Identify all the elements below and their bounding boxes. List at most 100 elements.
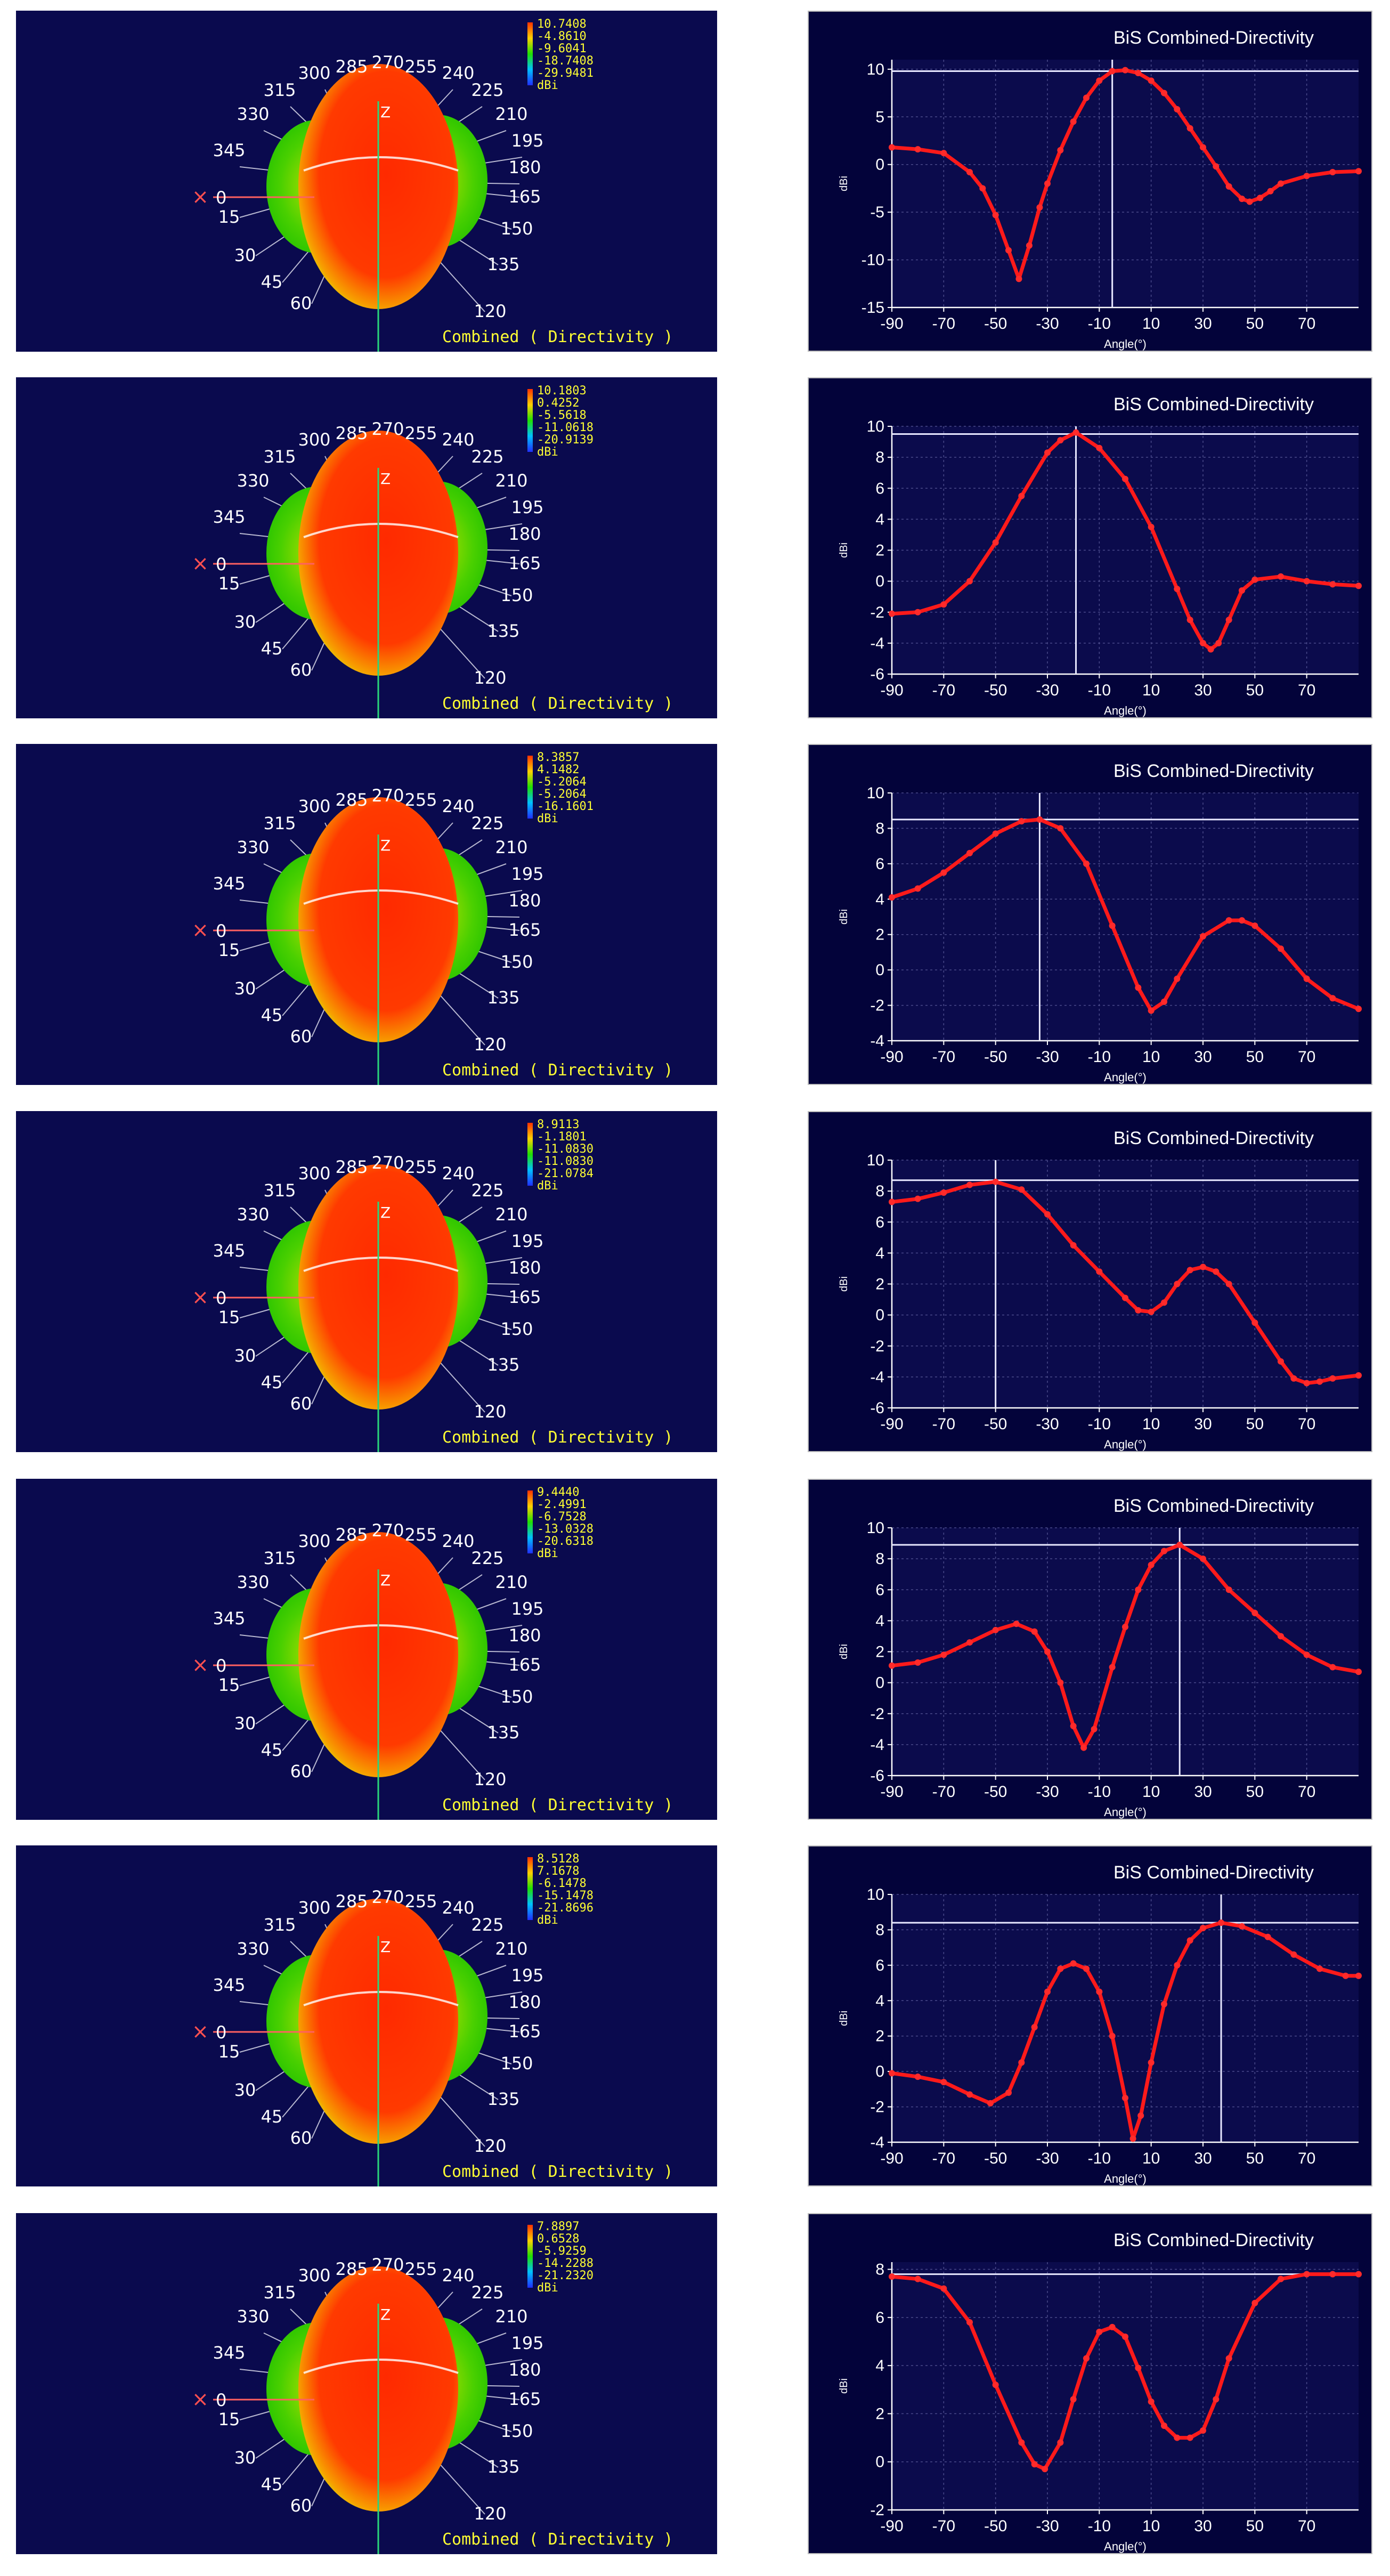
scale-value: -20.9139 xyxy=(537,433,594,447)
data-point xyxy=(1161,998,1167,1005)
y-tick-label: -5 xyxy=(870,204,884,221)
azimuth-label: 180 xyxy=(508,1992,541,2012)
y-axis-label: dBi xyxy=(838,1276,850,1292)
data-point xyxy=(889,1198,895,1205)
y-axis-label: dBi xyxy=(838,909,850,925)
azimuth-label: 330 xyxy=(237,2306,269,2327)
data-point xyxy=(1355,582,1362,589)
x-tick-label: -90 xyxy=(880,682,903,699)
azimuth-label: 30 xyxy=(234,245,256,265)
data-point xyxy=(1161,1548,1167,1554)
y-tick-label: -2 xyxy=(870,2501,884,2519)
azimuth-label: 210 xyxy=(495,471,527,491)
x-tick-label: -90 xyxy=(880,315,903,333)
azimuth-label: 45 xyxy=(261,1005,283,1025)
data-point xyxy=(1129,2135,1136,2142)
data-point xyxy=(992,1178,999,1185)
x-tick-label: -10 xyxy=(1088,1783,1111,1801)
data-point xyxy=(889,2070,895,2077)
azimuth-label: 285 xyxy=(335,423,368,443)
azimuth-label: 45 xyxy=(261,638,283,659)
data-point xyxy=(1200,933,1206,940)
y-tick-label: 5 xyxy=(875,108,884,126)
azimuth-label: 210 xyxy=(495,1204,527,1225)
azimuth-label: 150 xyxy=(500,218,533,239)
azimuth-label: 300 xyxy=(298,796,330,816)
y-axis-label: dBi xyxy=(838,542,850,558)
tick-labels: -90 -70 -50 -30 -10 10 30 50 70 -2 0 2 4 6 8 xyxy=(870,2261,1315,2535)
chart-title: BiS Combined-Directivity xyxy=(1113,394,1314,415)
data-point xyxy=(1213,2396,1220,2403)
azimuth-label: 180 xyxy=(508,157,541,177)
data-point xyxy=(1355,1668,1362,1675)
x-tick-label: 70 xyxy=(1298,315,1315,333)
azimuth-label: 60 xyxy=(290,2128,312,2148)
scale-value: -11.0830 xyxy=(537,1143,594,1156)
azimuth-label: 150 xyxy=(500,952,533,972)
azimuth-label: 45 xyxy=(261,1740,283,1760)
y-tick-label: 8 xyxy=(875,449,884,466)
azimuth-label: 180 xyxy=(508,1258,541,1278)
data-point xyxy=(1207,646,1214,653)
azimuth-label: 30 xyxy=(234,1346,256,1366)
azimuth-label: 180 xyxy=(508,524,541,544)
y-axis-label: dBi xyxy=(838,1644,850,1659)
scale-value: 7.1678 xyxy=(537,1865,579,1878)
y-tick-label: 0 xyxy=(875,1307,884,1324)
data-point xyxy=(1174,586,1181,593)
data-point xyxy=(1174,975,1181,982)
x-tick-label: -50 xyxy=(984,1415,1007,1433)
data-point xyxy=(1044,1648,1051,1655)
data-point xyxy=(1174,106,1181,112)
data-point xyxy=(992,539,999,546)
azimuth-label: 315 xyxy=(263,2282,296,2303)
azimuth-label: 240 xyxy=(442,796,474,816)
data-point xyxy=(1186,2434,1193,2441)
directivity-chart: BiS Combined-Directivity -90 -70 -50 -30 -10 1… xyxy=(808,1845,1372,2186)
panel-row-2: 300 285 270 255 240 315 225 330 210 345 195 180 165 1… xyxy=(0,377,1390,718)
radiation-pattern-3d: 300 285 270 255 240 315 225 330 210 345 195 180 165 1… xyxy=(16,377,717,718)
x-tick-label: 30 xyxy=(1194,682,1212,699)
data-point xyxy=(1278,573,1284,580)
azimuth-label: 195 xyxy=(511,1231,543,1251)
azimuth-label: 30 xyxy=(234,1713,256,1733)
azimuth-label: 195 xyxy=(511,497,543,517)
plot-area xyxy=(892,1528,1359,1776)
data-point xyxy=(1122,1294,1128,1301)
data-point xyxy=(1303,1651,1310,1658)
data-point xyxy=(1174,2434,1181,2441)
azimuth-label: 300 xyxy=(298,1163,330,1184)
data-point xyxy=(1018,2439,1025,2446)
x-tick-label: -50 xyxy=(984,2150,1007,2167)
azimuth-label: 345 xyxy=(213,140,245,160)
azimuth-label: 285 xyxy=(335,1891,368,1911)
data-point xyxy=(1290,1375,1297,1382)
azimuth-label: 30 xyxy=(234,2448,256,2468)
scale-value: -2.4991 xyxy=(537,1498,587,1511)
z-axis-label: Z xyxy=(380,103,391,121)
radiation-lobes xyxy=(266,64,487,309)
data-point xyxy=(940,869,947,876)
x-axis-label: Angle(°) xyxy=(1104,704,1147,717)
azimuth-label: 255 xyxy=(404,1157,437,1177)
x-tick-label: -30 xyxy=(1036,2517,1059,2535)
x-tick-label: 10 xyxy=(1142,682,1160,699)
data-point xyxy=(1161,90,1167,96)
data-point xyxy=(1109,2323,1116,2330)
azimuth-label: 270 xyxy=(371,419,404,439)
data-point xyxy=(1329,581,1336,588)
azimuth-label: 285 xyxy=(335,56,368,77)
azimuth-label: 300 xyxy=(298,430,330,450)
x-tick-label: 10 xyxy=(1142,1415,1160,1433)
data-point xyxy=(1135,2364,1142,2371)
azimuth-label: 315 xyxy=(263,813,296,833)
data-point xyxy=(1278,2275,1284,2282)
x-tick-label: -90 xyxy=(880,1415,903,1433)
azimuth-label: 120 xyxy=(474,2504,506,2524)
azimuth-label: 15 xyxy=(218,1307,240,1327)
x-tick-label: -50 xyxy=(984,1783,1007,1801)
x-tick-label: -10 xyxy=(1088,682,1111,699)
y-tick-label: 0 xyxy=(875,573,884,590)
data-point xyxy=(1031,2024,1038,2031)
